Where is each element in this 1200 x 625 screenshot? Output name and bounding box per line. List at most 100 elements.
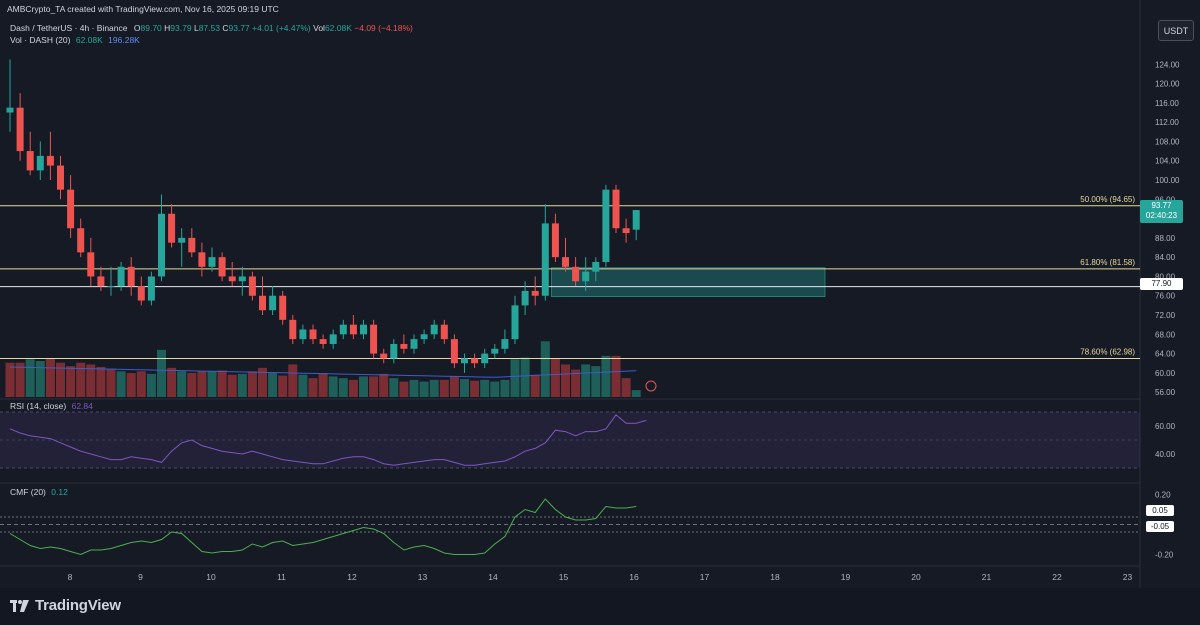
volume-bar (490, 381, 500, 397)
volume-bar (601, 355, 611, 397)
time-tick: 9 (138, 572, 143, 582)
time-tick: 10 (206, 572, 216, 582)
rsi-value: 62.84 (71, 401, 93, 411)
cmf-upper-tag: 0.05 (1146, 505, 1174, 516)
volume-bar (550, 358, 560, 397)
created-by-text: AMBCrypto_TA created with TradingView.co… (7, 4, 279, 14)
candle-body (329, 334, 337, 344)
candle-body (572, 266, 580, 282)
candle-body (582, 271, 590, 282)
volume-bar (247, 371, 257, 397)
candle-body (168, 213, 176, 243)
candle-body (481, 353, 489, 364)
price-tick: 56.00 (1155, 388, 1176, 397)
low-label: L (193, 23, 199, 33)
candle-body (592, 261, 600, 272)
volume-bar (278, 375, 288, 397)
candle-body (259, 295, 266, 311)
candle-body (97, 276, 105, 287)
volume-bar (500, 379, 510, 397)
time-tick: 23 (1123, 572, 1133, 582)
volume-bar (308, 378, 318, 397)
candle-body (622, 228, 630, 234)
cmf-line (9, 498, 637, 556)
rsi-legend[interactable]: RSI (14, close) 62.84 (10, 401, 93, 411)
fib-label: 78.60% (62.98) (1080, 348, 1135, 357)
volume-bar (35, 361, 45, 397)
volume-bar (571, 369, 581, 397)
current-price-tag: 93.77 02:40:23 (1140, 200, 1183, 223)
symbol-legend: Dash / TetherUS · 4h · Binance O89.70 H9… (10, 23, 413, 33)
high-value: 93.79 (170, 23, 192, 33)
candle-body (127, 266, 135, 287)
volume-bar (177, 371, 187, 397)
candle-body (400, 343, 408, 349)
candle-body (471, 358, 479, 364)
volume-value: 62.08K (324, 23, 352, 33)
candle-body (269, 295, 277, 311)
volume-bar (106, 368, 116, 397)
cmf-legend[interactable]: CMF (20) 0.12 (10, 487, 68, 497)
candle-body (349, 324, 357, 335)
volume-bar (439, 379, 449, 397)
time-tick: 16 (629, 572, 639, 582)
volume-bar (530, 374, 540, 397)
candle-body (501, 339, 509, 349)
close-label: C (222, 23, 229, 33)
candle-body (248, 276, 256, 296)
price-tick: 72.00 (1155, 311, 1176, 320)
volume-indicator-legend[interactable]: Vol · DASH (20) 62.08K 196.28K (10, 35, 140, 45)
volume-bar (167, 367, 177, 397)
volume-bar (56, 362, 65, 397)
tradingview-brand[interactable]: TradingView (10, 597, 121, 614)
change-value: +4.01 (+4.47%) (252, 23, 311, 33)
candle-body (46, 155, 54, 166)
price-tick: 76.00 (1155, 292, 1176, 301)
candle-body (410, 339, 418, 349)
volume-bar (76, 362, 86, 397)
candle-body (440, 324, 448, 340)
volume-bar (66, 366, 76, 397)
time-tick: 12 (347, 572, 357, 582)
time-tick: 8 (68, 572, 73, 582)
current-price-value: 93.77 (1151, 201, 1172, 210)
volume-bar (470, 380, 480, 397)
volume-bar (15, 362, 25, 397)
volume-bar (581, 364, 591, 397)
volume-bar (25, 359, 35, 397)
chart-canvas[interactable]: 124.00120.00116.00112.00108.00104.00100.… (0, 0, 1200, 588)
open-label: O (133, 23, 141, 33)
volume-bar (359, 376, 368, 397)
time-tick: 22 (1052, 572, 1062, 582)
candle-body (562, 257, 569, 267)
candle-body (117, 266, 125, 287)
volume-bar (631, 390, 641, 397)
candle-body (178, 237, 186, 243)
time-tick: 17 (700, 572, 710, 582)
volume-bar (429, 379, 439, 397)
price-tick: 80.00 (1155, 272, 1176, 281)
tradingview-brand-text: TradingView (35, 597, 121, 614)
currency-button[interactable]: USDT (1158, 20, 1194, 41)
cmf-tick: -0.20 (1155, 551, 1174, 560)
volume-bar (460, 379, 469, 397)
volume-bar (419, 381, 429, 397)
candle-body (632, 210, 640, 230)
volume-bar (328, 376, 338, 397)
volume-bar (45, 358, 55, 397)
candle-body (87, 252, 95, 277)
candle-body (198, 252, 206, 267)
candle-body (461, 358, 468, 364)
volume-bar (379, 373, 389, 397)
time-tick: 19 (841, 572, 851, 582)
volume-bar (449, 376, 459, 397)
fib-label: 61.80% (81.58) (1080, 258, 1135, 267)
volume-bar (146, 373, 156, 397)
volume-bar (288, 364, 298, 397)
volume-bar (237, 373, 247, 397)
candle-body (67, 189, 75, 229)
candle-body (57, 165, 64, 190)
price-tick: 84.00 (1155, 253, 1176, 262)
volume-bar (298, 374, 308, 397)
candle-body (279, 295, 287, 320)
